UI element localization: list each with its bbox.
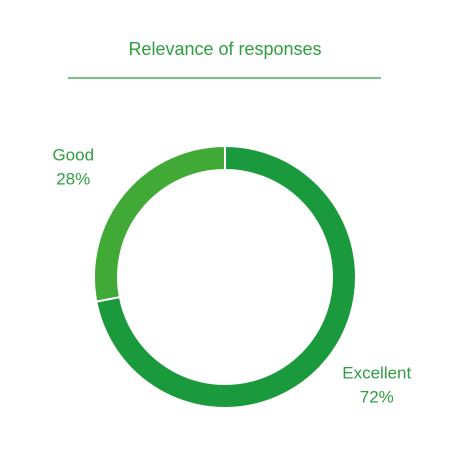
value-label: 72%	[360, 387, 394, 406]
chart-title: Relevance of responses	[128, 39, 321, 59]
category-label: Good	[52, 145, 94, 164]
donut-segment	[93, 144, 226, 303]
donut-segment	[95, 144, 357, 409]
value-label: 28%	[56, 169, 90, 188]
category-label: Excellent	[342, 363, 411, 382]
